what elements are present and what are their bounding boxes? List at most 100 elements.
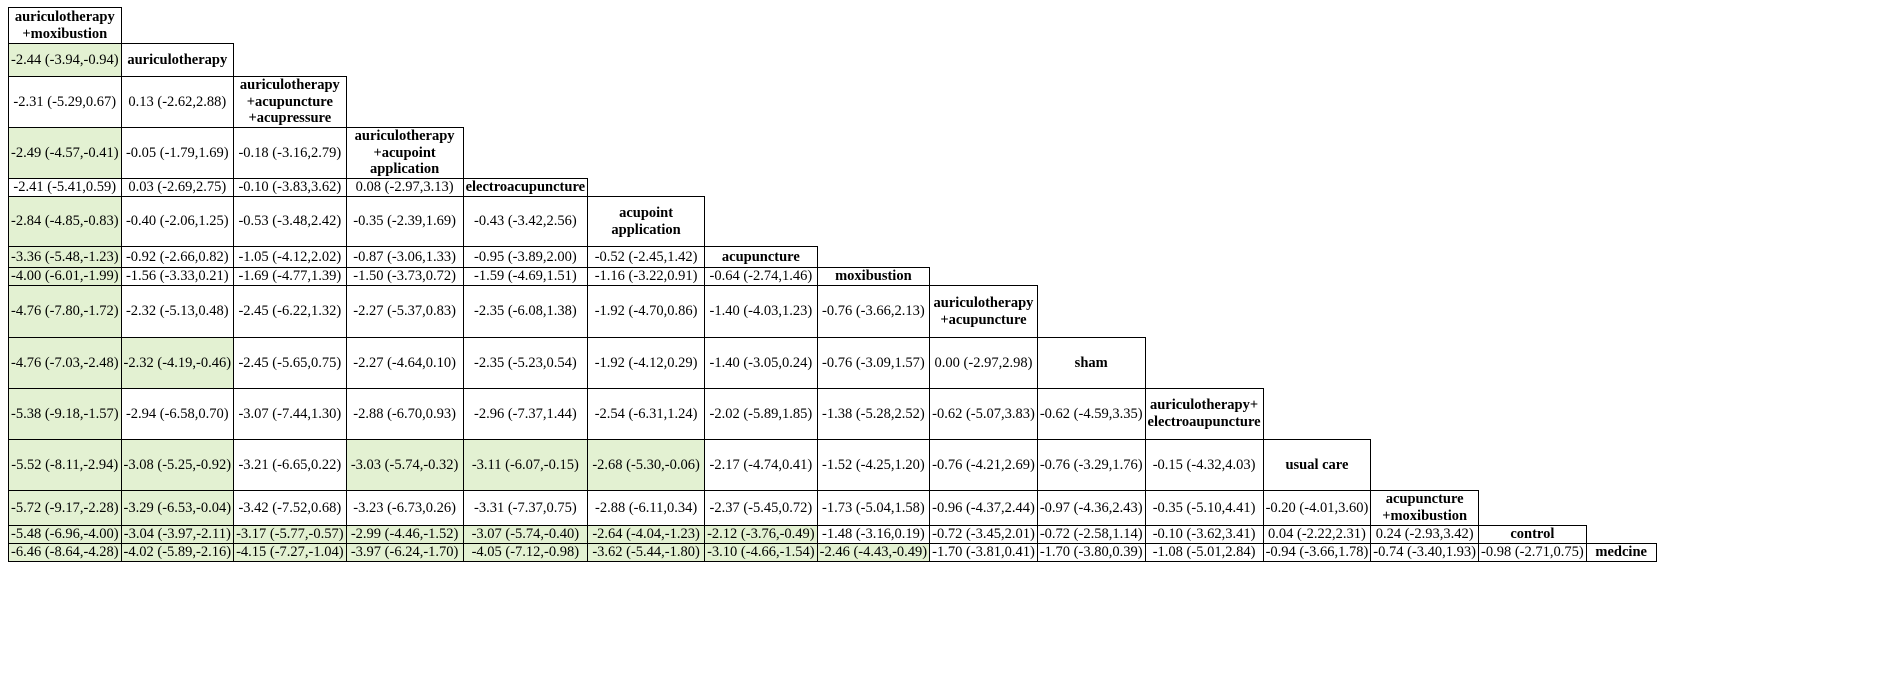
comparison-cell: -5.48 (-6.96,-4.00) bbox=[8, 525, 122, 545]
empty-cell bbox=[1263, 178, 1371, 197]
empty-cell bbox=[1037, 196, 1146, 247]
treatment-label: acupoint application bbox=[587, 196, 706, 248]
treatment-label: auriculotherapy +acupuncture +acupressur… bbox=[233, 75, 347, 129]
empty-cell bbox=[929, 267, 1038, 286]
empty-cell bbox=[1263, 285, 1371, 338]
empty-cell bbox=[1037, 285, 1146, 338]
table-row: -2.84 (-4.85,-0.83) -0.40 (-2.06,1.25) -0.… bbox=[8, 196, 1657, 248]
empty-cell bbox=[704, 76, 818, 128]
comparison-cell: -0.95 (-3.89,2.00) bbox=[462, 246, 589, 269]
empty-cell bbox=[1370, 127, 1479, 179]
comparison-cell: -1.40 (-3.05,0.24) bbox=[704, 337, 818, 390]
empty-cell bbox=[1370, 178, 1479, 197]
empty-cell bbox=[1263, 43, 1371, 77]
comparison-cell: -2.54 (-6.31,1.24) bbox=[587, 388, 706, 441]
comparison-cell: 0.08 (-2.97,3.13) bbox=[345, 178, 464, 198]
comparison-cell: -1.40 (-4.03,1.23) bbox=[704, 285, 818, 339]
treatment-label: auriculotherapy bbox=[120, 43, 235, 77]
empty-cell bbox=[1263, 196, 1371, 247]
empty-cell bbox=[1370, 337, 1479, 389]
comparison-cell: -0.76 (-3.29,1.76) bbox=[1036, 439, 1146, 492]
empty-cell bbox=[1037, 246, 1146, 268]
comparison-cell: -2.02 (-5.89,1.85) bbox=[704, 388, 818, 441]
treatment-label: auriculotherapy +acupoint application bbox=[345, 127, 464, 180]
empty-cell bbox=[1145, 196, 1264, 247]
empty-cell bbox=[346, 7, 464, 44]
comparison-cell: 0.00 (-2.97,2.98) bbox=[929, 337, 1038, 390]
treatment-label: control bbox=[1477, 525, 1587, 545]
comparison-cell: -0.10 (-3.83,3.62) bbox=[233, 178, 347, 198]
empty-cell bbox=[1145, 337, 1264, 389]
table-row: auriculotherapy +moxibustion bbox=[8, 7, 1657, 44]
comparison-cell: -1.92 (-4.12,0.29) bbox=[587, 337, 706, 390]
comparison-cell: -3.07 (-7.44,1.30) bbox=[233, 388, 347, 441]
comparison-cell: -2.31 (-5.29,0.67) bbox=[8, 75, 122, 129]
comparison-cell: -3.31 (-7.37,0.75) bbox=[462, 490, 589, 527]
comparison-cell: -2.27 (-5.37,0.83) bbox=[345, 285, 464, 339]
treatment-label: medcine bbox=[1585, 543, 1657, 562]
comparison-cell: -0.64 (-2.74,1.46) bbox=[704, 267, 818, 287]
comparison-cell: -1.38 (-5.28,2.52) bbox=[816, 388, 931, 441]
empty-cell bbox=[1586, 246, 1657, 268]
comparison-cell: -2.35 (-5.23,0.54) bbox=[462, 337, 589, 390]
table-row: -2.49 (-4.57,-0.41) -0.05 (-1.79,1.69) -0.… bbox=[8, 127, 1657, 180]
empty-cell bbox=[1478, 7, 1587, 44]
comparison-cell: -5.52 (-8.11,-2.94) bbox=[8, 439, 122, 492]
comparison-cell: -0.40 (-2.06,1.25) bbox=[120, 196, 235, 248]
comparison-cell: -0.20 (-4.01,3.60) bbox=[1262, 490, 1372, 527]
comparison-cell: -3.07 (-5.74,-0.40) bbox=[462, 525, 589, 545]
comparison-cell: -0.62 (-5.07,3.83) bbox=[929, 388, 1038, 441]
empty-cell bbox=[1370, 196, 1479, 247]
comparison-cell: -3.97 (-6.24,-1.70) bbox=[345, 543, 464, 562]
empty-cell bbox=[1145, 127, 1264, 179]
comparison-cell: -0.76 (-3.66,2.13) bbox=[816, 285, 931, 339]
comparison-cell: -0.18 (-3.16,2.79) bbox=[233, 127, 347, 180]
empty-cell bbox=[587, 43, 705, 77]
comparison-cell: -2.17 (-4.74,0.41) bbox=[704, 439, 818, 492]
comparison-cell: -4.76 (-7.03,-2.48) bbox=[8, 337, 122, 390]
comparison-cell: -2.32 (-4.19,-0.46) bbox=[120, 337, 235, 390]
treatment-label: auriculotherapy +acupuncture bbox=[929, 285, 1038, 339]
comparison-cell: -4.15 (-7.27,-1.04) bbox=[233, 543, 347, 562]
empty-cell bbox=[817, 127, 930, 179]
empty-cell bbox=[1145, 76, 1264, 128]
comparison-cell: -2.35 (-6.08,1.38) bbox=[462, 285, 589, 339]
comparison-cell: -0.05 (-1.79,1.69) bbox=[120, 127, 235, 180]
comparison-cell: -2.49 (-4.57,-0.41) bbox=[8, 127, 122, 180]
comparison-cell: -0.98 (-2.71,0.75) bbox=[1477, 543, 1587, 562]
empty-cell bbox=[704, 7, 818, 44]
comparison-cell: -3.10 (-4.66,-1.54) bbox=[704, 543, 818, 562]
empty-cell bbox=[1478, 490, 1587, 526]
empty-cell bbox=[1478, 439, 1587, 491]
comparison-cell: -3.29 (-6.53,-0.04) bbox=[120, 490, 235, 527]
empty-cell bbox=[1586, 337, 1657, 389]
empty-cell bbox=[1037, 178, 1146, 197]
comparison-cell: -1.08 (-5.01,2.84) bbox=[1144, 543, 1264, 562]
empty-cell bbox=[587, 127, 705, 179]
comparison-cell: -2.44 (-3.94,-0.94) bbox=[8, 43, 122, 77]
comparison-cell: -3.03 (-5.74,-0.32) bbox=[345, 439, 464, 492]
comparison-cell: -1.69 (-4.77,1.39) bbox=[233, 267, 347, 287]
comparison-cell: -2.94 (-6.58,0.70) bbox=[120, 388, 235, 441]
comparison-cell: -2.68 (-5.30,-0.06) bbox=[587, 439, 706, 492]
empty-cell bbox=[1586, 439, 1657, 491]
comparison-cell: -0.94 (-3.66,1.78) bbox=[1262, 543, 1372, 562]
comparison-cell: -1.73 (-5.04,1.58) bbox=[816, 490, 931, 527]
treatment-label: auriculotherapy+ electroaupuncture bbox=[1144, 388, 1264, 441]
empty-cell bbox=[1037, 127, 1146, 179]
table-row: -2.41 (-5.41,0.59) 0.03 (-2.69,2.75) -0.10… bbox=[8, 178, 1657, 198]
empty-cell bbox=[1586, 525, 1657, 544]
empty-cell bbox=[1586, 267, 1657, 286]
empty-cell bbox=[1478, 285, 1587, 338]
empty-cell bbox=[1478, 127, 1587, 179]
empty-cell bbox=[1370, 76, 1479, 128]
empty-cell bbox=[1586, 490, 1657, 526]
empty-cell bbox=[817, 178, 930, 197]
empty-cell bbox=[1478, 196, 1587, 247]
empty-cell bbox=[463, 7, 588, 44]
empty-cell bbox=[929, 127, 1038, 179]
empty-cell bbox=[1370, 285, 1479, 338]
comparison-cell: -3.42 (-7.52,0.68) bbox=[233, 490, 347, 527]
comparison-cell: -0.76 (-3.09,1.57) bbox=[816, 337, 931, 390]
empty-cell bbox=[1370, 43, 1479, 77]
